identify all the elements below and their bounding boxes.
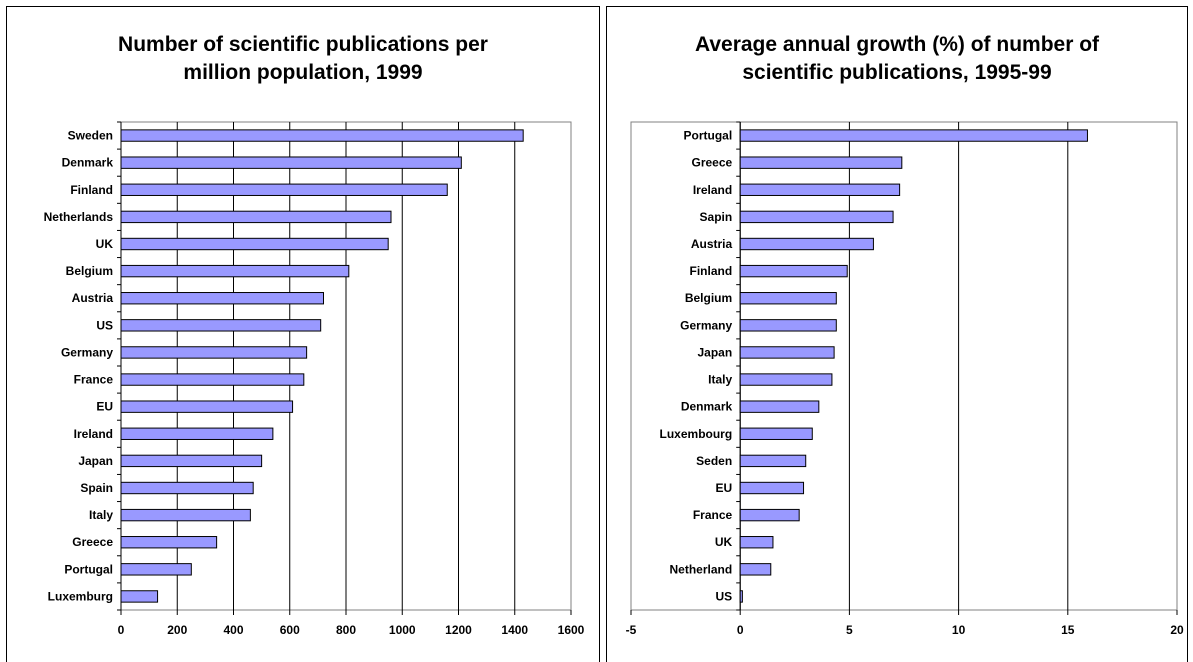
- x-tick-label: 1200: [445, 623, 472, 637]
- bar: [120, 129, 524, 142]
- bar: [120, 210, 392, 224]
- bar: [120, 563, 192, 576]
- bar: [120, 346, 308, 359]
- bar: [739, 129, 1088, 142]
- bar-chart-publications: 0 200 400 600 800 1000 1200 1400 1600 Sweden Denma…: [44, 121, 585, 637]
- x-tick-label: 20: [1170, 623, 1184, 637]
- x-tick-label: 200: [167, 623, 187, 637]
- bar: [120, 481, 254, 495]
- bar: [739, 210, 894, 224]
- bar: [739, 427, 813, 440]
- x-tick-label: 1400: [501, 623, 528, 637]
- category-label: Denmark: [681, 400, 733, 414]
- category-label: Belgium: [685, 291, 732, 305]
- category-label: Germany: [680, 318, 732, 332]
- category-label: EU: [716, 481, 733, 495]
- category-label: France: [74, 373, 114, 387]
- category-label: Luxemburg: [48, 589, 113, 603]
- bar: [739, 264, 848, 278]
- category-label: Germany: [61, 345, 113, 359]
- x-tick-label: 600: [280, 623, 300, 637]
- category-label: Greece: [72, 535, 113, 549]
- bar: [739, 373, 833, 386]
- bar: [739, 454, 807, 468]
- x-tick-label: 10: [952, 623, 966, 637]
- category-label: France: [693, 508, 733, 522]
- bar: [739, 563, 772, 576]
- category-label: Sapin: [700, 210, 733, 224]
- bar: [739, 481, 805, 495]
- category-label: Luxembourg: [660, 427, 733, 441]
- category-label: Greece: [691, 156, 732, 170]
- category-label: Finland: [70, 183, 113, 197]
- x-tick-label: 800: [336, 623, 356, 637]
- category-label: Finland: [690, 264, 733, 278]
- x-tick-label: 15: [1061, 623, 1075, 637]
- category-label: Japan: [78, 454, 113, 468]
- category-label: Belgium: [66, 264, 113, 278]
- chart-panel-growth: Average annual growth (%) of number of s…: [606, 6, 1188, 662]
- category-label: Portugal: [64, 562, 113, 576]
- bar: [739, 346, 835, 359]
- chart-title: Average annual growth (%) of number of s…: [694, 33, 1100, 84]
- bar: [739, 156, 903, 169]
- category-label: US: [96, 318, 113, 332]
- x-tick-label: 400: [223, 623, 243, 637]
- bar: [120, 508, 251, 522]
- category-label: Seden: [696, 454, 732, 468]
- category-label: Austria: [72, 291, 114, 305]
- bar: [120, 373, 305, 386]
- bar: [120, 454, 263, 468]
- bar-chart-growth: -5 0 5 10 15 20 Portugal Greece Ireland Sapin Aust…: [626, 121, 1184, 637]
- category-label: Denmark: [62, 156, 114, 170]
- category-label: Italy: [708, 373, 732, 387]
- chart-title: Number of scientific publications per mi…: [118, 33, 488, 84]
- bar: [120, 400, 294, 413]
- category-label: Japan: [698, 345, 733, 359]
- category-label: Ireland: [693, 183, 732, 197]
- bar: [739, 536, 774, 549]
- bar: [739, 508, 800, 522]
- category-label: Sweden: [68, 129, 113, 143]
- category-label: Ireland: [74, 427, 113, 441]
- bar: [739, 590, 743, 603]
- category-label: UK: [715, 535, 733, 549]
- category-label: US: [716, 589, 733, 603]
- bar: [739, 400, 820, 413]
- x-tick-label: 5: [846, 623, 853, 637]
- x-tick-label: -5: [626, 623, 637, 637]
- bar: [739, 237, 874, 251]
- category-label: EU: [96, 400, 113, 414]
- bar: [739, 319, 837, 332]
- bar: [120, 237, 389, 251]
- plot-area: [630, 121, 1178, 611]
- chart-panel-publications: Number of scientific publications per mi…: [6, 6, 600, 662]
- x-tick-label: 0: [118, 623, 125, 637]
- bar: [120, 264, 350, 278]
- bar: [739, 183, 901, 196]
- category-label: Netherland: [670, 562, 733, 576]
- bar: [120, 427, 274, 440]
- category-label: Portugal: [684, 129, 733, 143]
- bar: [120, 292, 324, 305]
- category-label: Netherlands: [44, 210, 114, 224]
- bar: [739, 292, 837, 305]
- category-label: Austria: [691, 237, 733, 251]
- x-tick-label: 1600: [558, 623, 585, 637]
- category-label: Italy: [89, 508, 113, 522]
- bar: [120, 319, 322, 332]
- x-tick-label: 0: [737, 623, 744, 637]
- x-tick-label: 1000: [389, 623, 416, 637]
- category-label: UK: [96, 237, 114, 251]
- bar: [120, 156, 462, 169]
- bar: [120, 183, 448, 196]
- bar: [120, 590, 159, 603]
- bar: [120, 536, 218, 549]
- category-label: Spain: [80, 481, 113, 495]
